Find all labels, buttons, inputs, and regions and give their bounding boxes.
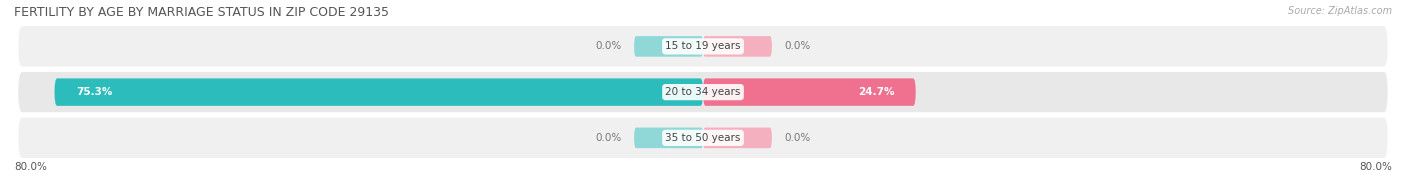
Text: 15 to 19 years: 15 to 19 years [665, 41, 741, 51]
FancyBboxPatch shape [703, 36, 772, 57]
Text: 0.0%: 0.0% [785, 133, 811, 143]
FancyBboxPatch shape [634, 36, 703, 57]
Text: 35 to 50 years: 35 to 50 years [665, 133, 741, 143]
Text: 0.0%: 0.0% [785, 41, 811, 51]
Text: 20 to 34 years: 20 to 34 years [665, 87, 741, 97]
FancyBboxPatch shape [18, 26, 1388, 66]
Legend: Married, Unmarried: Married, Unmarried [627, 193, 779, 196]
FancyBboxPatch shape [55, 78, 703, 106]
FancyBboxPatch shape [634, 128, 703, 148]
FancyBboxPatch shape [703, 128, 772, 148]
FancyBboxPatch shape [18, 72, 1388, 112]
FancyBboxPatch shape [18, 118, 1388, 158]
Text: 0.0%: 0.0% [595, 41, 621, 51]
Text: 0.0%: 0.0% [595, 133, 621, 143]
FancyBboxPatch shape [703, 78, 915, 106]
Text: 24.7%: 24.7% [858, 87, 894, 97]
Text: 75.3%: 75.3% [76, 87, 112, 97]
Text: 80.0%: 80.0% [14, 162, 46, 172]
Text: FERTILITY BY AGE BY MARRIAGE STATUS IN ZIP CODE 29135: FERTILITY BY AGE BY MARRIAGE STATUS IN Z… [14, 6, 389, 19]
Text: Source: ZipAtlas.com: Source: ZipAtlas.com [1288, 6, 1392, 16]
Text: 80.0%: 80.0% [1360, 162, 1392, 172]
